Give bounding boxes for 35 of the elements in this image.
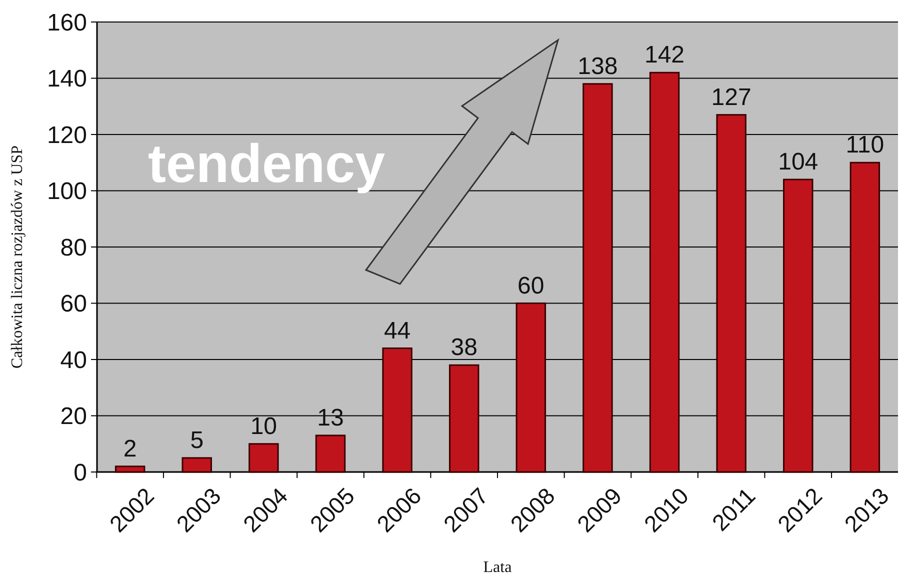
y-tick-label: 120 [46, 122, 87, 149]
annotation: tendency [148, 134, 386, 194]
data-label: 60 [518, 272, 544, 300]
y-tick-label: 80 [60, 234, 87, 262]
data-label: 44 [384, 317, 411, 344]
bar [516, 302, 546, 473]
y-tick-label: 20 [60, 403, 87, 430]
bar [649, 72, 680, 473]
y-tick-label: 100 [46, 178, 87, 206]
x-axis-title: Lata [483, 559, 512, 576]
bar [448, 364, 480, 473]
bar [182, 457, 212, 473]
data-label: 2 [123, 435, 137, 462]
bar [582, 83, 613, 473]
data-label: 127 [711, 84, 752, 111]
bar [783, 178, 814, 473]
bar [114, 466, 146, 473]
bar [382, 348, 412, 473]
y-tick-label: 0 [74, 459, 87, 486]
y-axis-title: Całkowita liczna rozjazdów z USP [9, 145, 26, 369]
data-label: 138 [578, 52, 618, 80]
data-label: 10 [250, 412, 278, 440]
bar [248, 443, 279, 473]
bar [716, 114, 746, 473]
bar [315, 434, 346, 473]
data-label: 38 [450, 334, 478, 362]
data-label: 110 [846, 132, 884, 159]
y-tick-label: 160 [46, 9, 87, 36]
data-label: 5 [190, 426, 204, 454]
data-label: 142 [644, 42, 685, 69]
bar [850, 162, 880, 473]
y-tick-label: 140 [46, 66, 87, 93]
y-tick-label: 60 [60, 290, 87, 318]
data-label: 104 [778, 148, 818, 176]
y-tick-label: 40 [60, 346, 87, 374]
